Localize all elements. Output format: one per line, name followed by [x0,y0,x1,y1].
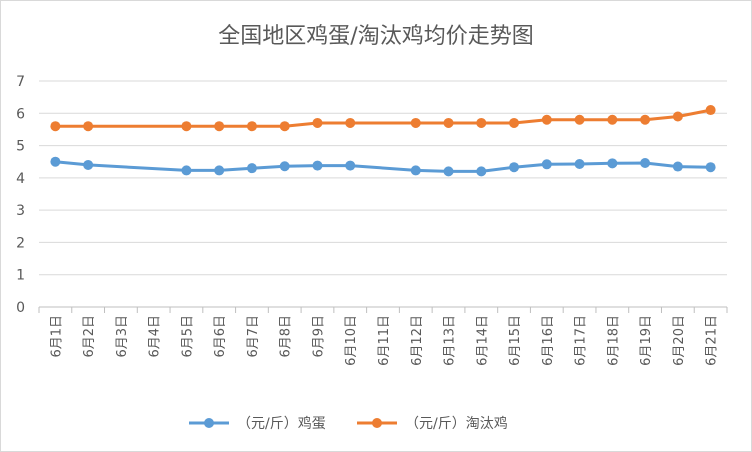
y-tick-label: 5 [16,139,25,155]
series-group [50,105,716,177]
x-axis: 6月1日 6月2日 6月3日 6月4日 6月5日 6月6日 6月7日 6月8日 6月9日 6月10… [38,307,728,366]
x-tick-label: 6月1日 [49,315,64,358]
data-point-series-1 [607,158,618,169]
data-point-series-1 [279,161,290,172]
data-point-series-2 [476,117,487,128]
y-tick-label: 2 [16,235,25,251]
y-tick-label: 3 [16,203,25,219]
x-tick-label: 6月16日 [541,315,556,366]
y-tick-label: 1 [16,268,25,284]
legend-marker [204,418,214,428]
legend: （元/斤）鸡蛋 （元/斤）淘汰鸡 [189,415,508,432]
y-tick-label: 7 [16,74,25,90]
x-tick-label: 6月4日 [148,315,163,358]
data-point-series-1 [181,165,192,176]
data-point-series-2 [672,111,683,122]
x-tick-label: 6月21日 [705,315,720,366]
x-tick-label: 6月10日 [344,315,359,366]
data-point-series-1 [214,165,225,176]
x-tick-label: 6月18日 [606,315,621,366]
x-tick-label: 6月15日 [508,315,523,366]
data-point-series-2 [181,121,192,132]
data-point-series-1 [640,158,651,169]
data-point-series-2 [279,121,290,132]
x-tick-label: 6月6日 [213,315,228,358]
data-point-series-1 [541,159,552,170]
data-point-series-1 [509,162,520,173]
data-point-series-1 [312,160,323,171]
x-tick-label: 6月5日 [180,315,195,358]
x-tick-label: 6月14日 [475,315,490,366]
x-tick-label: 6月12日 [410,315,425,366]
series-line-2 [53,108,713,128]
data-point-series-1 [574,158,585,169]
series-line-1 [53,160,713,173]
x-tick-label: 6月17日 [574,315,589,366]
data-point-series-1 [672,161,683,172]
data-point-series-1 [443,166,454,177]
chart-title: 全国地区鸡蛋/淘汰鸡均价走势图 [218,24,533,49]
data-point-series-2 [443,117,454,128]
data-point-series-1 [705,162,716,173]
gridlines [39,80,727,308]
data-point-series-1 [83,159,94,170]
x-tick-label: 6月3日 [115,315,130,358]
data-point-series-2 [345,117,356,128]
legend-label: （元/斤）鸡蛋 [237,415,326,432]
x-tick-label: 6月2日 [82,315,97,358]
data-point-series-1 [410,165,421,176]
data-point-series-2 [50,121,61,132]
data-point-series-2 [705,105,716,116]
data-point-series-2 [214,121,225,132]
data-point-series-2 [83,121,94,132]
y-axis: 0 1 2 3 4 5 6 7 [16,74,25,316]
data-point-series-1 [50,156,61,167]
data-point-series-2 [509,117,520,128]
data-point-series-2 [607,114,618,125]
data-point-series-2 [640,114,651,125]
data-point-series-2 [312,117,323,128]
x-tick-label: 6月9日 [311,315,326,358]
data-point-series-2 [246,121,257,132]
data-point-series-1 [476,166,487,177]
x-tick-label: 6月11日 [377,315,392,366]
legend-label: （元/斤）淘汰鸡 [405,415,508,432]
y-tick-label: 6 [16,106,25,122]
legend-marker [372,418,382,428]
x-tick-label: 6月13日 [443,315,458,366]
x-tick-label: 6月20日 [672,315,687,366]
y-tick-label: 4 [16,171,25,187]
x-tick-label: 6月19日 [639,315,654,366]
data-point-series-2 [541,114,552,125]
data-point-series-1 [345,160,356,171]
x-tick-label: 6月7日 [246,315,261,358]
data-point-series-2 [574,114,585,125]
y-tick-label: 0 [16,300,25,316]
data-point-series-2 [410,117,421,128]
x-tick-label: 6月8日 [279,315,294,358]
data-point-series-1 [246,163,257,174]
